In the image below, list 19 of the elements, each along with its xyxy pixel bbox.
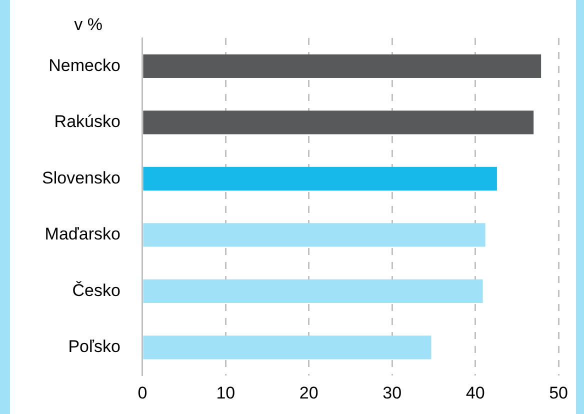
- x-tick-label: 50: [549, 383, 568, 402]
- bar: [143, 336, 432, 360]
- bar: [143, 279, 483, 304]
- x-tick-label: 20: [299, 383, 318, 402]
- y-tick-label: Rakúsko: [54, 112, 120, 132]
- y-tick-label: Maďarsko: [44, 224, 120, 244]
- x-tick-label: 0: [138, 383, 148, 402]
- y-tick-label: Nemecko: [48, 56, 120, 75]
- y-axis-title: v %: [74, 15, 102, 34]
- x-tick-label: 40: [466, 383, 485, 402]
- x-tick-label: 30: [382, 383, 402, 402]
- x-tick-label: 10: [216, 383, 236, 402]
- y-tick-label: Česko: [72, 280, 120, 300]
- y-tick-label: Poľsko: [68, 337, 120, 356]
- bar: [143, 166, 497, 190]
- y-tick-label: Slovensko: [42, 168, 120, 188]
- bar: [143, 54, 542, 78]
- bar: [143, 223, 486, 247]
- bar: [143, 110, 534, 134]
